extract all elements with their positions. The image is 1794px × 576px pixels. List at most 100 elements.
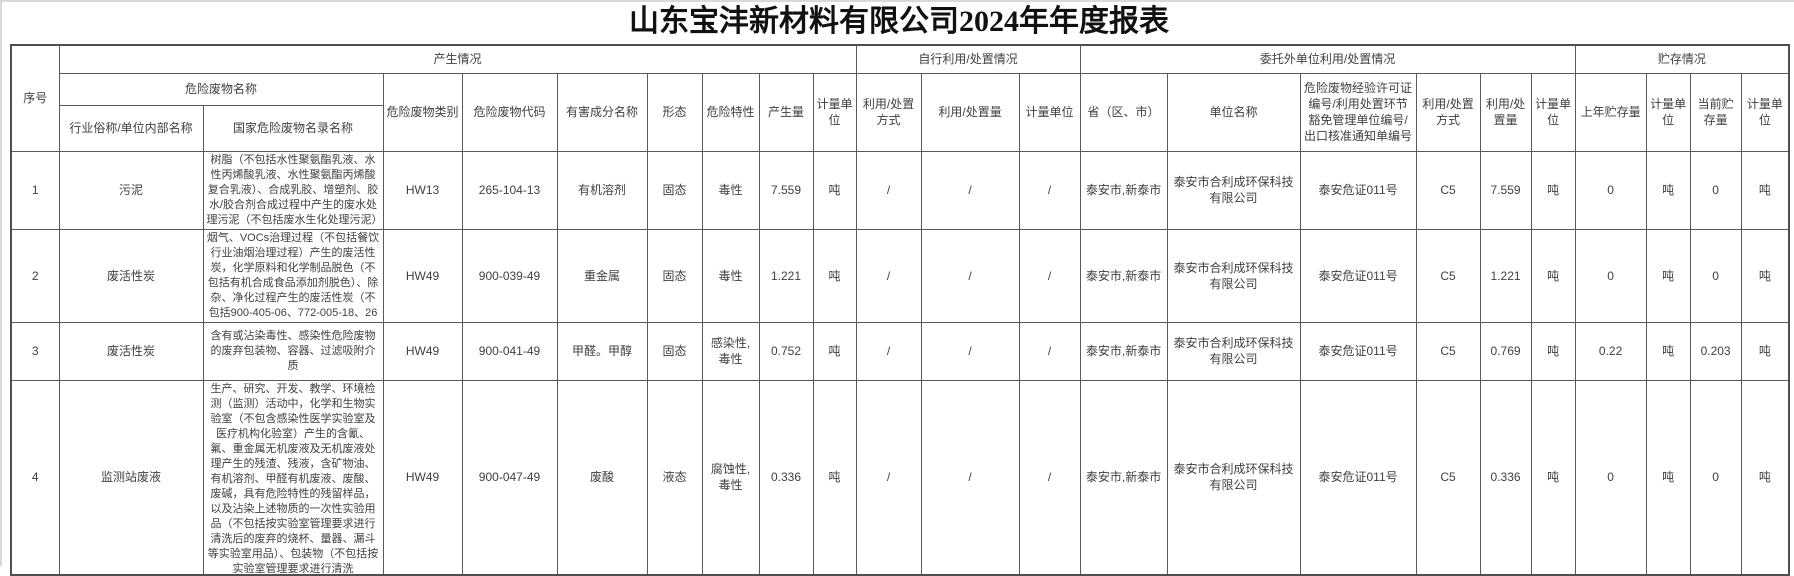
- cell-company: 泰安市合利成环保科技有限公司: [1166, 321, 1301, 381]
- header-code: 危险废物代码: [461, 72, 558, 152]
- cell-self-method: /: [855, 150, 922, 230]
- cell-license: 泰安危证011号: [1299, 321, 1417, 381]
- cell-province: 泰安市,新泰市: [1079, 228, 1168, 323]
- cell-self-method: /: [855, 379, 922, 575]
- cell-category: HW49: [382, 228, 463, 323]
- cell-cur-unit: 吨: [1740, 379, 1790, 575]
- cell-last-year-storage: 0.22: [1574, 321, 1647, 381]
- cell-license: 泰安危证011号: [1299, 228, 1417, 323]
- cell-unit: 吨: [812, 379, 857, 575]
- cell-province: 泰安市,新泰市: [1079, 150, 1168, 230]
- cell-code: 900-041-49: [461, 321, 558, 381]
- cell-seq: 1: [10, 150, 60, 230]
- cell-national-name: 含有或沾染毒性、感染性危险废物的废弃包装物、容器、过滤吸附介质: [202, 321, 384, 381]
- national-name-text: 含有或沾染毒性、感染性危险废物的废弃包装物、容器、过滤吸附介质: [210, 329, 376, 372]
- cell-license: 泰安危证011号: [1299, 379, 1417, 575]
- header-self-method: 利用/处置方式: [855, 72, 922, 152]
- cell-ent-unit: 吨: [1530, 321, 1576, 381]
- cell-national-name: 烟气、VOCs治理过程（不包括餐饮行业油烟治理过程）产生的废活性炭，化学原料和化…: [202, 228, 384, 323]
- cell-province: 泰安市,新泰市: [1079, 379, 1168, 575]
- cell-self-method: /: [855, 228, 922, 323]
- cell-national-name: 生产、研究、开发、教学、环境检测（监测）活动中，化学和生物实验室（不包含感染性医…: [202, 379, 384, 575]
- cell-ly-unit: 吨: [1645, 379, 1691, 575]
- cell-form: 固态: [646, 150, 703, 230]
- cell-code: 900-047-49: [461, 379, 558, 575]
- header-unit: 计量单位: [812, 72, 857, 152]
- header-industry-name: 行业俗称/单位内部名称: [58, 104, 204, 152]
- cell-ly-unit: 吨: [1645, 321, 1691, 381]
- cell-national-name: 树脂（不包括水性聚氨酯乳液、水性丙烯酸乳液、水性聚氨酯丙烯酸复合乳液）、合成乳胶…: [202, 150, 384, 230]
- table-row: 2 废活性炭 烟气、VOCs治理过程（不包括餐饮行业油烟治理过程）产生的废活性炭…: [10, 228, 1790, 323]
- cell-current-storage: 0: [1689, 150, 1742, 230]
- cell-self-unit: /: [1018, 321, 1081, 381]
- cell-ent-amount: 0.769: [1479, 321, 1532, 381]
- cell-unit: 吨: [812, 228, 857, 323]
- national-name-text: 树脂（不包括水性聚氨酯乳液、水性丙烯酸乳液、水性聚氨酯丙烯酸复合乳液）、合成乳胶…: [206, 153, 380, 226]
- report-table: 序号 产生情况 自行利用/处置情况 委托外单位利用/处置情况 贮存情况 危险废物…: [10, 44, 1791, 576]
- cell-ent-method: C5: [1415, 379, 1481, 575]
- cell-ent-unit: 吨: [1530, 150, 1576, 230]
- header-group-self-disposal: 自行利用/处置情况: [855, 44, 1081, 74]
- cell-harmful: 废酸: [556, 379, 648, 575]
- cell-category: HW13: [382, 150, 463, 230]
- cell-hazard: 感染性,毒性: [701, 321, 760, 381]
- cell-industry-name: 污泥: [58, 150, 204, 230]
- header-province: 省（区、市）: [1079, 72, 1168, 152]
- cell-ent-amount: 0.336: [1479, 379, 1532, 575]
- header-self-amount: 利用/处置量: [920, 72, 1020, 152]
- header-ent-method: 利用/处置方式: [1415, 72, 1481, 152]
- header-ent-unit: 计量单位: [1530, 72, 1576, 152]
- cell-seq: 3: [10, 321, 60, 381]
- header-waste-name-group: 危险废物名称: [58, 72, 384, 106]
- cell-self-amount: /: [920, 228, 1020, 323]
- cell-ly-unit: 吨: [1645, 228, 1691, 323]
- cell-current-storage: 0: [1689, 228, 1742, 323]
- cell-license: 泰安危证011号: [1299, 150, 1417, 230]
- header-group-production: 产生情况: [58, 44, 857, 74]
- national-name-text: 烟气、VOCs治理过程（不包括餐饮行业油烟治理过程）产生的废活性炭，化学原料和化…: [206, 231, 380, 319]
- cell-output: 0.336: [758, 379, 814, 575]
- page-title: 山东宝沣新材料有限公司2024年年度报表: [629, 5, 1169, 38]
- cell-harmful: 有机溶剂: [556, 150, 648, 230]
- cell-ent-amount: 7.559: [1479, 150, 1532, 230]
- cell-code: 265-104-13: [461, 150, 558, 230]
- cell-self-unit: /: [1018, 379, 1081, 575]
- cell-unit: 吨: [812, 321, 857, 381]
- cell-self-unit: /: [1018, 228, 1081, 323]
- header-hazard: 危险特性: [701, 72, 760, 152]
- cell-code: 900-039-49: [461, 228, 558, 323]
- cell-company: 泰安市合利成环保科技有限公司: [1166, 228, 1301, 323]
- header-output: 产生量: [758, 72, 814, 152]
- header-category: 危险废物类别: [382, 72, 463, 152]
- cell-category: HW49: [382, 379, 463, 575]
- cell-ent-method: C5: [1415, 321, 1481, 381]
- cell-cur-unit: 吨: [1740, 321, 1790, 381]
- table-row: 4 监测站废液 生产、研究、开发、教学、环境检测（监测）活动中，化学和生物实验室…: [10, 379, 1790, 575]
- cell-category: HW49: [382, 321, 463, 381]
- cell-self-method: /: [855, 321, 922, 381]
- cell-ly-unit: 吨: [1645, 150, 1691, 230]
- header-group-entrusted: 委托外单位利用/处置情况: [1079, 44, 1576, 74]
- header-ent-amount: 利用/处置量: [1479, 72, 1532, 152]
- cell-output: 1.221: [758, 228, 814, 323]
- cell-form: 液态: [646, 379, 703, 575]
- cell-ent-method: C5: [1415, 150, 1481, 230]
- cell-harmful: 甲醛。甲醇: [556, 321, 648, 381]
- header-cur-unit: 计量单位: [1740, 72, 1790, 152]
- cell-self-amount: /: [920, 150, 1020, 230]
- header-national-name: 国家危险废物名录名称: [202, 104, 384, 152]
- cell-last-year-storage: 0: [1574, 379, 1647, 575]
- cell-province: 泰安市,新泰市: [1079, 321, 1168, 381]
- cell-seq: 2: [10, 228, 60, 323]
- header-ly-unit: 计量单位: [1645, 72, 1691, 152]
- header-company: 单位名称: [1166, 72, 1301, 152]
- header-self-unit: 计量单位: [1018, 72, 1081, 152]
- cell-output: 0.752: [758, 321, 814, 381]
- header-form: 形态: [646, 72, 703, 152]
- header-harmful: 有害成分名称: [556, 72, 648, 152]
- national-name-text: 生产、研究、开发、教学、环境检测（监测）活动中，化学和生物实验室（不包含感染性医…: [207, 382, 379, 573]
- cell-ent-unit: 吨: [1530, 379, 1576, 575]
- header-license: 危险废物经验许可证编号/利用处置环节豁免管理单位编号/出口核准通知单编号: [1299, 72, 1417, 152]
- cell-unit: 吨: [812, 150, 857, 230]
- table-header: 序号 产生情况 自行利用/处置情况 委托外单位利用/处置情况 贮存情况 危险废物…: [10, 44, 1790, 152]
